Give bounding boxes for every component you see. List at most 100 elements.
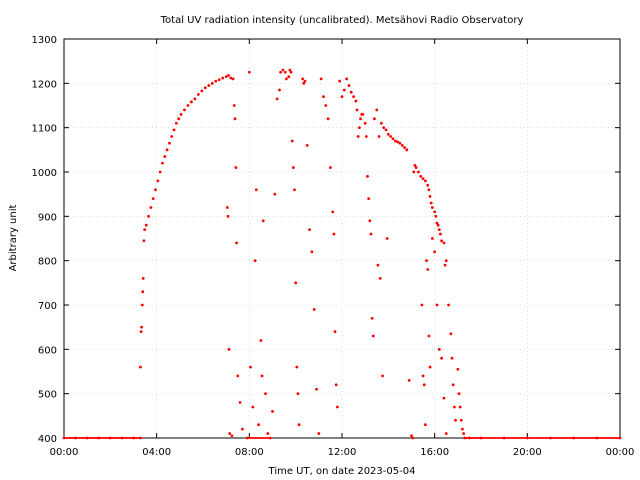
data-point (238, 401, 242, 404)
data-point (140, 303, 144, 307)
data-point (419, 175, 423, 178)
data-point (170, 135, 174, 138)
data-point (450, 356, 454, 360)
data-point (352, 95, 355, 99)
data-point (310, 250, 314, 254)
data-point (158, 170, 162, 174)
data-point (273, 192, 277, 196)
data-point (291, 166, 295, 169)
data-point (227, 347, 231, 351)
data-point (359, 117, 362, 121)
chart-title: Total UV radiation intensity (uncalibrat… (160, 15, 524, 26)
data-point (141, 290, 145, 294)
data-point (174, 121, 178, 125)
data-point (165, 148, 169, 152)
data-point (338, 79, 342, 83)
data-point (217, 78, 221, 82)
data-point (142, 239, 146, 243)
x-tick-label: 08:00 (235, 447, 264, 458)
data-point (225, 206, 229, 209)
data-point (261, 219, 265, 223)
data-point (214, 79, 218, 83)
data-point (437, 347, 441, 351)
data-point (373, 117, 376, 121)
data-point (240, 427, 244, 431)
data-point (434, 214, 438, 218)
data-point (411, 436, 415, 440)
data-point (461, 427, 464, 431)
data-point (232, 104, 236, 107)
data-point (305, 144, 309, 147)
data-point (457, 392, 461, 396)
data-point (329, 166, 332, 169)
data-point (177, 117, 181, 121)
data-point (229, 76, 233, 80)
data-points (62, 68, 622, 440)
data-point (443, 263, 447, 267)
data-point (302, 81, 306, 85)
y-tick-label: 1200 (32, 79, 57, 90)
y-tick-label: 1000 (32, 168, 57, 179)
data-point (426, 268, 430, 271)
data-point (379, 121, 383, 125)
data-point (386, 132, 390, 136)
data-point (454, 418, 457, 422)
data-point (140, 325, 144, 329)
data-point (433, 210, 437, 214)
data-point (281, 68, 285, 72)
data-point (228, 432, 232, 435)
data-point (396, 140, 399, 144)
data-point (139, 365, 142, 369)
data-point (410, 434, 413, 438)
data-point (376, 263, 380, 267)
data-point (363, 121, 367, 125)
data-point (333, 330, 337, 333)
data-point (308, 228, 311, 232)
data-point (283, 70, 287, 74)
data-point (444, 259, 448, 263)
data-point (278, 88, 281, 92)
data-point (393, 139, 397, 143)
data-point (462, 432, 466, 435)
data-point (326, 117, 330, 121)
data-point (439, 232, 442, 236)
data-point (290, 139, 294, 143)
data-point (289, 70, 293, 74)
data-point (141, 277, 145, 280)
data-point (427, 334, 431, 338)
data-point (368, 219, 372, 223)
y-tick-label: 400 (38, 434, 57, 445)
data-point (398, 141, 402, 145)
data-point (440, 356, 444, 360)
data-point (447, 303, 450, 307)
data-point (435, 221, 439, 225)
data-point (451, 383, 455, 387)
data-point (332, 232, 336, 236)
data-point (324, 104, 328, 107)
data-point (271, 410, 274, 413)
data-point (417, 170, 420, 174)
data-point (335, 405, 339, 409)
data-point (190, 100, 193, 104)
data-point (143, 228, 147, 232)
x-tick-label: 16:00 (420, 447, 449, 458)
data-point (172, 128, 176, 132)
data-point (207, 84, 211, 87)
x-tick-label: 12:00 (328, 447, 357, 458)
data-point (151, 197, 155, 201)
data-point (435, 303, 439, 307)
data-point (449, 332, 453, 336)
data-point (428, 365, 432, 369)
data-point (144, 223, 148, 227)
grid (64, 39, 620, 438)
data-point (235, 241, 238, 245)
data-point (193, 97, 197, 101)
data-point (210, 81, 214, 85)
data-point (288, 68, 292, 72)
data-point (149, 206, 153, 209)
data-point (430, 237, 434, 240)
data-point (366, 175, 369, 178)
data-point (444, 432, 448, 435)
data-point (400, 144, 404, 147)
